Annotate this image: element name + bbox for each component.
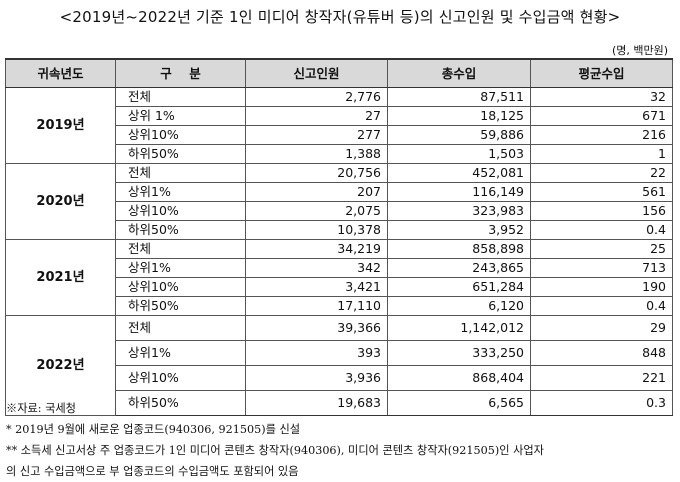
income-cell: 243,865 — [387, 258, 531, 278]
category-cell: 전체 — [115, 315, 246, 341]
avg-cell: 25 — [530, 239, 673, 259]
income-cell: 1,142,012 — [387, 315, 531, 341]
category-cell: 상위10% — [115, 365, 246, 391]
avg-cell: 0.3 — [530, 390, 673, 416]
category-cell: 전체 — [115, 239, 246, 259]
unit-label: (명, 백만원) — [611, 44, 668, 57]
count-cell: 2,776 — [245, 87, 388, 107]
table-row: 2021년 전체 34,219 858,898 25 — [5, 239, 673, 316]
income-cell: 3,952 — [387, 220, 531, 240]
count-cell: 2,075 — [245, 201, 388, 221]
category-cell: 전체 — [115, 163, 246, 183]
count-cell: 27 — [245, 106, 388, 126]
avg-cell: 190 — [530, 277, 673, 297]
category-cell: 하위50% — [115, 220, 246, 240]
count-cell: 20,756 — [245, 163, 388, 183]
count-cell: 19,683 — [245, 390, 388, 416]
year-cell: 2019년 — [5, 87, 116, 164]
count-cell: 34,219 — [245, 239, 388, 259]
avg-cell: 0.4 — [530, 220, 673, 240]
page-title: <2019년~2022년 기준 1인 미디어 창작자(유튜버 등)의 신고인원 … — [59, 8, 621, 26]
category-cell: 상위1% — [115, 340, 246, 366]
table-row: 상위1% 393 333,250 848 — [6, 340, 673, 366]
category-cell: 상위10% — [115, 125, 246, 145]
income-table: 귀속년도 구 분 신고인원 총수입 평균수입 2019년 전체 2,776 87… — [5, 58, 673, 416]
table-row: 2020년 전체 20,756 452,081 22 — [5, 163, 673, 240]
avg-cell: 0.4 — [530, 296, 673, 316]
income-cell: 6,565 — [387, 390, 531, 416]
table-header-row: 귀속년도 구 분 신고인원 총수입 평균수입 — [5, 58, 673, 88]
table-row: 상위1% 342 243,865 713 — [6, 258, 673, 278]
table-row: 2019년 전체 2,776 87,511 32 — [5, 87, 673, 164]
count-cell: 277 — [245, 125, 388, 145]
header-avg-income: 평균수입 — [530, 58, 673, 88]
avg-cell: 671 — [530, 106, 673, 126]
avg-cell: 22 — [530, 163, 673, 183]
count-cell: 342 — [245, 258, 388, 278]
count-cell: 3,936 — [245, 365, 388, 391]
category-cell: 상위 1% — [115, 106, 246, 126]
category-cell: 하위50% — [115, 144, 246, 164]
avg-cell: 216 — [530, 125, 673, 145]
avg-cell: 156 — [530, 201, 673, 221]
table-row: 2022년 전체 39,366 1,142,012 29 — [5, 315, 673, 416]
income-cell: 59,886 — [387, 125, 531, 145]
avg-cell: 848 — [530, 340, 673, 366]
count-cell: 10,378 — [245, 220, 388, 240]
income-cell: 323,983 — [387, 201, 531, 221]
year-cell: 2021년 — [5, 239, 116, 316]
count-cell: 393 — [245, 340, 388, 366]
count-cell: 17,110 — [245, 296, 388, 316]
avg-cell: 29 — [530, 315, 673, 341]
income-cell: 868,404 — [387, 365, 531, 391]
footnote-1: * 2019년 9월에 새로운 업종코드(940306, 921505)를 신설 — [6, 423, 301, 436]
count-cell: 207 — [245, 182, 388, 202]
count-cell: 39,366 — [245, 315, 388, 341]
category-cell: 전체 — [115, 87, 246, 107]
avg-cell: 713 — [530, 258, 673, 278]
table-row: 상위10% 3,421 651,284 190 — [6, 277, 673, 297]
avg-cell: 1 — [530, 144, 673, 164]
income-cell: 1,503 — [387, 144, 531, 164]
income-cell: 18,125 — [387, 106, 531, 126]
avg-cell: 221 — [530, 365, 673, 391]
table-row: 하위50% 10,378 3,952 0.4 — [6, 220, 673, 240]
header-category: 구 분 — [115, 58, 246, 88]
footnote-2-continued: 의 신고 수입금액으로 부 업종코드의 수입금액도 포함되어 있음 — [6, 465, 299, 478]
year-cell: 2022년 — [5, 315, 116, 416]
category-cell: 상위1% — [115, 258, 246, 278]
income-cell: 651,284 — [387, 277, 531, 297]
category-cell: 상위1% — [115, 182, 246, 202]
income-cell: 858,898 — [387, 239, 531, 259]
header-count: 신고인원 — [245, 58, 388, 88]
source-note: ※자료: 국세청 — [6, 402, 76, 415]
header-total-income: 총수입 — [387, 58, 531, 88]
year-cell: 2020년 — [5, 163, 116, 240]
table-row: 하위50% 19,683 6,565 0.3 — [6, 390, 673, 416]
category-cell: 하위50% — [115, 296, 246, 316]
income-cell: 116,149 — [387, 182, 531, 202]
footnote-2: ** 소득세 신고서상 주 업종코드가 1인 미디어 콘텐츠 창작자(94030… — [6, 444, 544, 457]
footnotes: ※자료: 국세청 * 2019년 9월에 새로운 업종코드(940306, 92… — [6, 398, 676, 482]
count-cell: 1,388 — [245, 144, 388, 164]
category-cell: 상위10% — [115, 201, 246, 221]
table-row: 하위50% 17,110 6,120 0.4 — [6, 296, 673, 316]
category-cell: 상위10% — [115, 277, 246, 297]
category-cell: 하위50% — [115, 390, 246, 416]
avg-cell: 561 — [530, 182, 673, 202]
income-cell: 6,120 — [387, 296, 531, 316]
income-cell: 87,511 — [387, 87, 531, 107]
count-cell: 3,421 — [245, 277, 388, 297]
income-cell: 333,250 — [387, 340, 531, 366]
income-cell: 452,081 — [387, 163, 531, 183]
table-row: 하위50% 1,388 1,503 1 — [6, 144, 673, 164]
avg-cell: 32 — [530, 87, 673, 107]
header-year: 귀속년도 — [5, 58, 116, 88]
